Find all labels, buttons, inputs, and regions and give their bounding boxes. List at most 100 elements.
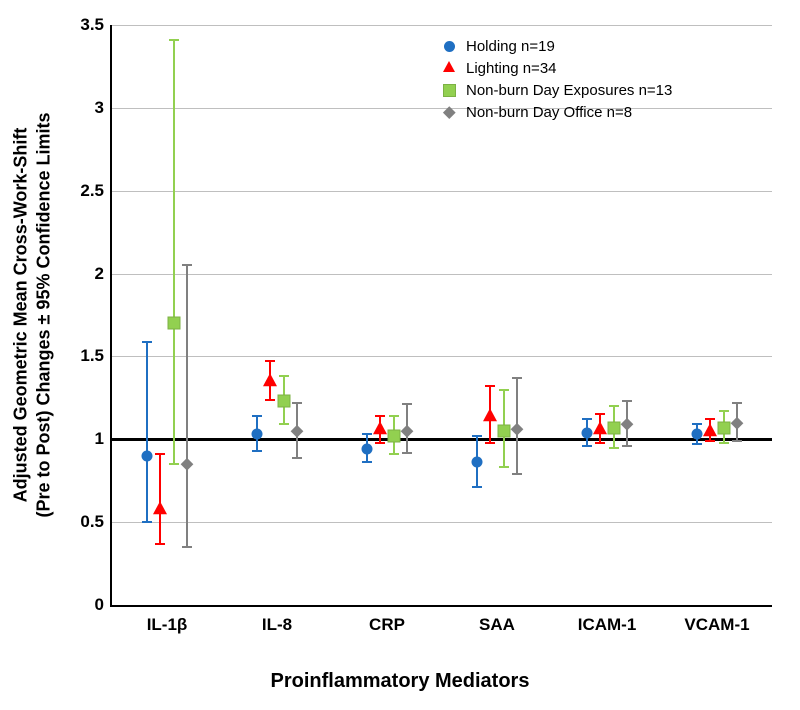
- chart-container: Adjusted Geometric Mean Cross-Work-Shift…: [0, 0, 800, 710]
- error-cap: [389, 415, 399, 417]
- error-cap: [402, 452, 412, 454]
- error-bar: [159, 454, 161, 543]
- y-tick-label: 2: [95, 264, 112, 284]
- error-cap: [582, 445, 592, 447]
- error-cap: [265, 360, 275, 362]
- diamond-marker: [183, 460, 192, 469]
- error-cap: [155, 543, 165, 545]
- error-bar: [173, 40, 175, 464]
- circle-icon: [440, 41, 458, 52]
- error-cap: [719, 410, 729, 412]
- error-cap: [692, 423, 702, 425]
- gridline: [112, 274, 772, 275]
- diamond-marker: [293, 427, 302, 436]
- error-cap: [595, 442, 605, 444]
- y-tick-label: 2.5: [80, 181, 112, 201]
- legend-label: Holding n=19: [466, 38, 555, 55]
- square-icon: [440, 84, 458, 97]
- triangle-marker: [443, 61, 455, 72]
- error-cap: [512, 473, 522, 475]
- error-cap: [609, 447, 619, 449]
- error-cap: [169, 39, 179, 41]
- x-tick-label: SAA: [479, 605, 515, 635]
- legend: Holding n=19 Lighting n=34 Non-burn Day Ex…: [440, 35, 672, 123]
- error-cap: [155, 453, 165, 455]
- error-cap: [719, 442, 729, 444]
- diamond-icon: [440, 108, 458, 117]
- legend-item: Non-burn Day Office n=8: [440, 101, 672, 123]
- x-tick-label: IL-8: [262, 605, 292, 635]
- triangle-marker: [703, 423, 717, 436]
- error-cap: [512, 377, 522, 379]
- error-bar: [146, 342, 148, 523]
- triangle-marker: [373, 422, 387, 435]
- error-cap: [389, 453, 399, 455]
- error-cap: [252, 450, 262, 452]
- error-cap: [472, 486, 482, 488]
- error-cap: [279, 375, 289, 377]
- error-cap: [362, 461, 372, 463]
- error-cap: [705, 440, 715, 442]
- gridline: [112, 25, 772, 26]
- y-tick-label: 0: [95, 595, 112, 615]
- square-marker: [717, 421, 730, 434]
- error-cap: [732, 402, 742, 404]
- error-cap: [485, 442, 495, 444]
- error-cap: [362, 433, 372, 435]
- diamond-marker: [623, 420, 632, 429]
- square-marker: [607, 421, 620, 434]
- error-cap: [142, 521, 152, 523]
- error-cap: [402, 403, 412, 405]
- error-cap: [265, 399, 275, 401]
- triangle-marker: [593, 422, 607, 435]
- error-cap: [485, 385, 495, 387]
- error-cap: [732, 440, 742, 442]
- error-cap: [292, 457, 302, 459]
- diamond-marker: [403, 427, 412, 436]
- square-marker: [443, 84, 456, 97]
- x-axis-title: Proinflammatory Mediators: [0, 670, 800, 693]
- square-marker: [387, 429, 400, 442]
- x-tick-label: ICAM-1: [578, 605, 637, 635]
- legend-label: Lighting n=34: [466, 60, 557, 77]
- diamond-marker: [733, 418, 742, 427]
- x-tick-label: CRP: [369, 605, 405, 635]
- triangle-marker: [483, 408, 497, 421]
- circle-marker: [472, 457, 483, 468]
- legend-item: Holding n=19: [440, 35, 672, 57]
- error-cap: [609, 405, 619, 407]
- circle-marker: [142, 450, 153, 461]
- legend-label: Non-burn Day Exposures n=13: [466, 82, 672, 99]
- error-cap: [595, 413, 605, 415]
- circle-marker: [444, 41, 455, 52]
- legend-label: Non-burn Day Office n=8: [466, 104, 632, 121]
- error-cap: [375, 415, 385, 417]
- gridline: [112, 522, 772, 523]
- y-axis-title-line2: (Pre to Post) Changes ± 95% Confidence L…: [33, 113, 53, 518]
- circle-marker: [362, 444, 373, 455]
- triangle-icon: [440, 63, 458, 74]
- legend-item: Non-burn Day Exposures n=13: [440, 79, 672, 101]
- error-bar: [186, 265, 188, 547]
- gridline: [112, 191, 772, 192]
- circle-marker: [252, 429, 263, 440]
- gridline: [112, 356, 772, 357]
- circle-marker: [692, 429, 703, 440]
- triangle-marker: [263, 373, 277, 386]
- diamond-marker: [513, 425, 522, 434]
- y-axis-title-line1: Adjusted Geometric Mean Cross-Work-Shift: [11, 128, 31, 503]
- y-tick-label: 1: [95, 429, 112, 449]
- error-cap: [499, 389, 509, 391]
- error-cap: [692, 443, 702, 445]
- error-cap: [279, 423, 289, 425]
- error-cap: [292, 402, 302, 404]
- error-cap: [499, 466, 509, 468]
- reference-line: [112, 438, 772, 441]
- error-cap: [182, 264, 192, 266]
- y-axis-title: Adjusted Geometric Mean Cross-Work-Shift…: [10, 113, 55, 518]
- error-cap: [182, 546, 192, 548]
- y-tick-label: 0.5: [80, 512, 112, 532]
- y-tick-label: 3: [95, 98, 112, 118]
- circle-marker: [582, 427, 593, 438]
- error-cap: [252, 415, 262, 417]
